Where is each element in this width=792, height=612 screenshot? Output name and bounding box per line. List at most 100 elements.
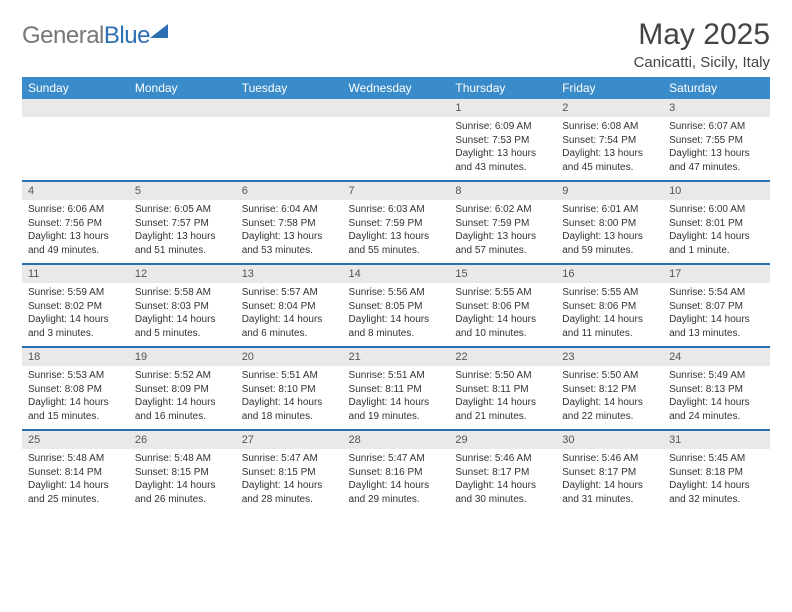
sunrise-text: Sunrise: 6:08 AM: [562, 120, 657, 134]
cell-body: Sunrise: 5:50 AMSunset: 8:11 PMDaylight:…: [449, 366, 556, 429]
sunrise-text: Sunrise: 5:48 AM: [28, 452, 123, 466]
sunset-text: Sunset: 8:02 PM: [28, 300, 123, 314]
sunset-text: Sunset: 8:06 PM: [562, 300, 657, 314]
sunset-text: Sunset: 7:56 PM: [28, 217, 123, 231]
daylight-text: Daylight: 14 hours and 24 minutes.: [669, 396, 764, 423]
calendar-body: 1Sunrise: 6:09 AMSunset: 7:53 PMDaylight…: [22, 99, 770, 512]
calendar-cell: 13Sunrise: 5:57 AMSunset: 8:04 PMDayligh…: [236, 264, 343, 347]
day-number: [236, 99, 343, 117]
cell-body: Sunrise: 5:53 AMSunset: 8:08 PMDaylight:…: [22, 366, 129, 429]
cell-body: Sunrise: 5:51 AMSunset: 8:10 PMDaylight:…: [236, 366, 343, 429]
calendar-cell: 21Sunrise: 5:51 AMSunset: 8:11 PMDayligh…: [343, 347, 450, 430]
sunset-text: Sunset: 8:12 PM: [562, 383, 657, 397]
cell-body: Sunrise: 5:54 AMSunset: 8:07 PMDaylight:…: [663, 283, 770, 346]
day-number: [22, 99, 129, 117]
calendar-cell: [22, 99, 129, 181]
day-number: 20: [236, 348, 343, 366]
calendar-cell: 17Sunrise: 5:54 AMSunset: 8:07 PMDayligh…: [663, 264, 770, 347]
header-row: GeneralBlue May 2025 Canicatti, Sicily, …: [22, 18, 770, 71]
sunset-text: Sunset: 7:59 PM: [455, 217, 550, 231]
cell-body: Sunrise: 5:57 AMSunset: 8:04 PMDaylight:…: [236, 283, 343, 346]
day-number: [129, 99, 236, 117]
daylight-text: Daylight: 14 hours and 31 minutes.: [562, 479, 657, 506]
day-number: 15: [449, 265, 556, 283]
cell-body: Sunrise: 6:01 AMSunset: 8:00 PMDaylight:…: [556, 200, 663, 263]
day-number: 23: [556, 348, 663, 366]
daylight-text: Daylight: 14 hours and 30 minutes.: [455, 479, 550, 506]
sunset-text: Sunset: 7:59 PM: [349, 217, 444, 231]
brand-part1: General: [22, 22, 104, 49]
sunrise-text: Sunrise: 5:49 AM: [669, 369, 764, 383]
calendar-cell: 28Sunrise: 5:47 AMSunset: 8:16 PMDayligh…: [343, 430, 450, 512]
daylight-text: Daylight: 14 hours and 22 minutes.: [562, 396, 657, 423]
calendar-cell: 31Sunrise: 5:45 AMSunset: 8:18 PMDayligh…: [663, 430, 770, 512]
day-number: 26: [129, 431, 236, 449]
sunrise-text: Sunrise: 5:52 AM: [135, 369, 230, 383]
calendar-week-row: 18Sunrise: 5:53 AMSunset: 8:08 PMDayligh…: [22, 347, 770, 430]
sunset-text: Sunset: 8:00 PM: [562, 217, 657, 231]
day-number: 8: [449, 182, 556, 200]
sunset-text: Sunset: 8:01 PM: [669, 217, 764, 231]
daylight-text: Daylight: 13 hours and 51 minutes.: [135, 230, 230, 257]
sunrise-text: Sunrise: 5:59 AM: [28, 286, 123, 300]
day-number: 13: [236, 265, 343, 283]
day-number: 7: [343, 182, 450, 200]
sunrise-text: Sunrise: 5:58 AM: [135, 286, 230, 300]
calendar-week-row: 1Sunrise: 6:09 AMSunset: 7:53 PMDaylight…: [22, 99, 770, 181]
calendar-cell: 10Sunrise: 6:00 AMSunset: 8:01 PMDayligh…: [663, 181, 770, 264]
cell-body: Sunrise: 5:45 AMSunset: 8:18 PMDaylight:…: [663, 449, 770, 512]
sunset-text: Sunset: 8:03 PM: [135, 300, 230, 314]
location-label: Canicatti, Sicily, Italy: [634, 54, 770, 71]
sunset-text: Sunset: 8:13 PM: [669, 383, 764, 397]
day-number: 19: [129, 348, 236, 366]
sunrise-text: Sunrise: 5:47 AM: [242, 452, 337, 466]
sunset-text: Sunset: 8:07 PM: [669, 300, 764, 314]
sunrise-text: Sunrise: 5:53 AM: [28, 369, 123, 383]
calendar-cell: 2Sunrise: 6:08 AMSunset: 7:54 PMDaylight…: [556, 99, 663, 181]
daylight-text: Daylight: 14 hours and 1 minute.: [669, 230, 764, 257]
calendar-cell: 27Sunrise: 5:47 AMSunset: 8:15 PMDayligh…: [236, 430, 343, 512]
daylight-text: Daylight: 14 hours and 18 minutes.: [242, 396, 337, 423]
daylight-text: Daylight: 14 hours and 26 minutes.: [135, 479, 230, 506]
day-number: 27: [236, 431, 343, 449]
cell-body: Sunrise: 5:55 AMSunset: 8:06 PMDaylight:…: [449, 283, 556, 346]
day-header: Friday: [556, 77, 663, 99]
sunrise-text: Sunrise: 5:54 AM: [669, 286, 764, 300]
sunrise-text: Sunrise: 5:48 AM: [135, 452, 230, 466]
cell-body: Sunrise: 6:06 AMSunset: 7:56 PMDaylight:…: [22, 200, 129, 263]
daylight-text: Daylight: 14 hours and 11 minutes.: [562, 313, 657, 340]
cell-body: Sunrise: 5:50 AMSunset: 8:12 PMDaylight:…: [556, 366, 663, 429]
calendar-head: SundayMondayTuesdayWednesdayThursdayFrid…: [22, 77, 770, 99]
sunrise-text: Sunrise: 6:07 AM: [669, 120, 764, 134]
sunrise-text: Sunrise: 5:51 AM: [349, 369, 444, 383]
daylight-text: Daylight: 13 hours and 43 minutes.: [455, 147, 550, 174]
cell-body: Sunrise: 5:49 AMSunset: 8:13 PMDaylight:…: [663, 366, 770, 429]
daylight-text: Daylight: 14 hours and 10 minutes.: [455, 313, 550, 340]
sunset-text: Sunset: 8:10 PM: [242, 383, 337, 397]
calendar-table: SundayMondayTuesdayWednesdayThursdayFrid…: [22, 77, 770, 512]
sunrise-text: Sunrise: 6:04 AM: [242, 203, 337, 217]
calendar-cell: 8Sunrise: 6:02 AMSunset: 7:59 PMDaylight…: [449, 181, 556, 264]
daylight-text: Daylight: 14 hours and 21 minutes.: [455, 396, 550, 423]
day-number: 11: [22, 265, 129, 283]
sunset-text: Sunset: 8:14 PM: [28, 466, 123, 480]
day-number: 21: [343, 348, 450, 366]
sunset-text: Sunset: 8:11 PM: [455, 383, 550, 397]
page: GeneralBlue May 2025 Canicatti, Sicily, …: [0, 0, 792, 522]
day-number: 29: [449, 431, 556, 449]
sunset-text: Sunset: 7:54 PM: [562, 134, 657, 148]
daylight-text: Daylight: 13 hours and 47 minutes.: [669, 147, 764, 174]
sunrise-text: Sunrise: 6:05 AM: [135, 203, 230, 217]
calendar-cell: 26Sunrise: 5:48 AMSunset: 8:15 PMDayligh…: [129, 430, 236, 512]
calendar-cell: 18Sunrise: 5:53 AMSunset: 8:08 PMDayligh…: [22, 347, 129, 430]
sunrise-text: Sunrise: 6:00 AM: [669, 203, 764, 217]
cell-body: Sunrise: 5:58 AMSunset: 8:03 PMDaylight:…: [129, 283, 236, 346]
cell-body: [22, 117, 129, 175]
sunrise-text: Sunrise: 5:56 AM: [349, 286, 444, 300]
sunrise-text: Sunrise: 6:03 AM: [349, 203, 444, 217]
day-number: 14: [343, 265, 450, 283]
day-number: 4: [22, 182, 129, 200]
calendar-cell: 24Sunrise: 5:49 AMSunset: 8:13 PMDayligh…: [663, 347, 770, 430]
sunset-text: Sunset: 8:18 PM: [669, 466, 764, 480]
daylight-text: Daylight: 13 hours and 49 minutes.: [28, 230, 123, 257]
